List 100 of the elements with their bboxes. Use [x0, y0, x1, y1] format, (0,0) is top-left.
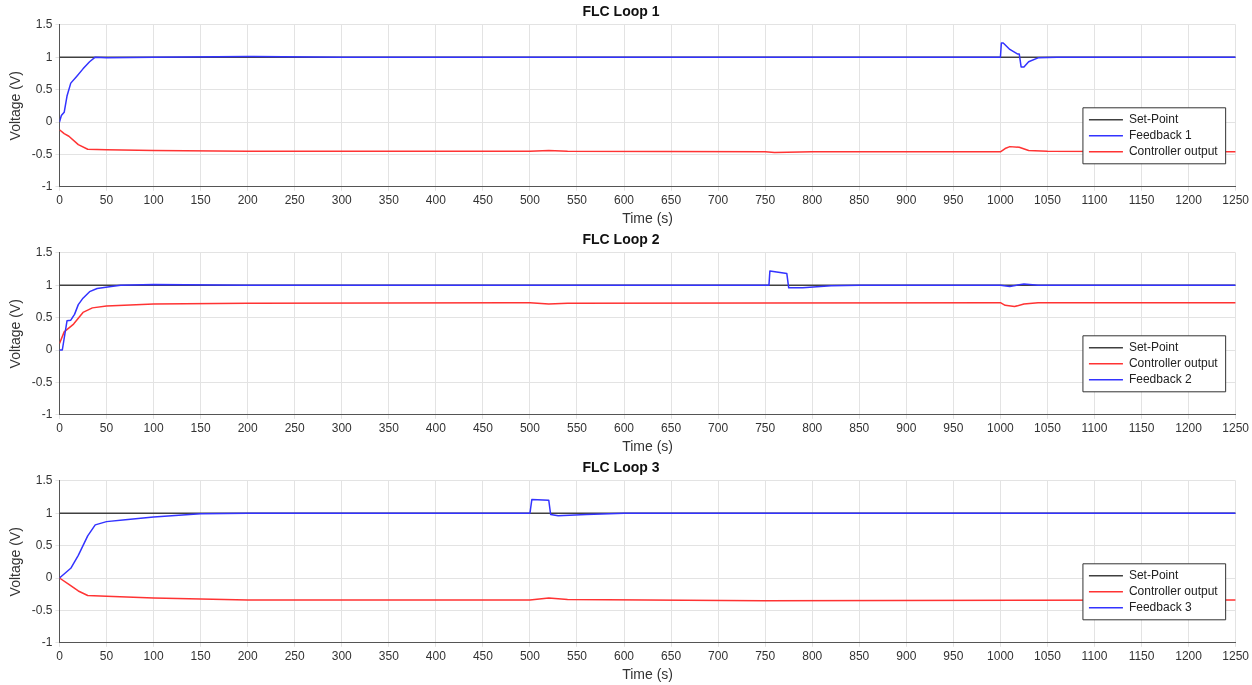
- x-tick-label: 350: [378, 421, 400, 436]
- x-tick-label: 200: [237, 649, 258, 664]
- y-tick-label: 0: [45, 570, 53, 585]
- x-tick-label: 1150: [1128, 649, 1155, 664]
- x-tick-label: 600: [614, 421, 635, 436]
- legend-label: Feedback 3: [1128, 600, 1192, 615]
- x-tick-label: 950: [943, 421, 964, 436]
- y-tick-label: 0: [45, 114, 53, 129]
- x-tick-label: 450: [472, 421, 494, 436]
- y-tick-label: -0.5: [31, 602, 53, 617]
- x-tick-label: 1000: [987, 193, 1015, 208]
- x-tick-label: 100: [143, 649, 164, 664]
- x-tick-label: 700: [708, 421, 729, 436]
- y-tick-label: 0.5: [35, 81, 53, 96]
- x-tick-label: 1050: [1034, 421, 1062, 436]
- y-tick-label: 0: [45, 342, 53, 357]
- x-tick-label: 1050: [1034, 649, 1062, 664]
- y-tick-label: -0.5: [31, 374, 53, 389]
- x-tick-label: 250: [284, 649, 306, 664]
- x-tick-label: 850: [849, 193, 870, 208]
- y-tick-label: 1: [45, 505, 53, 520]
- x-tick-label: 950: [943, 193, 964, 208]
- x-tick-label: 50: [99, 421, 114, 436]
- x-tick-label: 650: [661, 649, 682, 664]
- y-tick-label: 1.5: [35, 245, 53, 260]
- x-tick-label: 750: [755, 193, 776, 208]
- legend-label: Controller output: [1128, 356, 1219, 371]
- x-axis-title: Time (s): [622, 438, 673, 455]
- x-tick-label: 900: [896, 421, 917, 436]
- x-tick-label: 0: [56, 193, 64, 208]
- x-tick-label: 300: [331, 193, 353, 208]
- x-tick-label: 200: [237, 193, 258, 208]
- x-tick-label: 950: [943, 649, 964, 664]
- y-axis-title: Voltage (V): [7, 527, 24, 597]
- x-tick-label: 250: [284, 193, 306, 208]
- x-tick-label: 500: [519, 421, 541, 436]
- x-tick-label: 1100: [1081, 421, 1108, 436]
- x-tick-label: 700: [708, 649, 729, 664]
- y-tick-label: 1.5: [35, 17, 53, 32]
- x-tick-label: 450: [472, 649, 494, 664]
- chart-title: FLC Loop 3: [582, 459, 660, 476]
- x-tick-label: 400: [425, 193, 447, 208]
- x-tick-label: 600: [614, 649, 635, 664]
- y-tick-label: -0.5: [31, 146, 53, 161]
- legend-label: Set-Point: [1128, 112, 1179, 127]
- x-tick-label: 0: [56, 649, 64, 664]
- x-tick-label: 850: [849, 421, 870, 436]
- x-tick-label: 900: [896, 649, 917, 664]
- x-tick-label: 300: [331, 421, 353, 436]
- x-tick-label: 250: [284, 421, 306, 436]
- x-tick-label: 750: [755, 421, 776, 436]
- x-tick-label: 1250: [1222, 649, 1250, 664]
- x-tick-label: 1200: [1175, 421, 1203, 436]
- y-tick-label: 1: [45, 49, 53, 64]
- x-tick-label: 550: [566, 193, 588, 208]
- x-tick-label: 700: [708, 193, 729, 208]
- x-tick-label: 1050: [1034, 193, 1062, 208]
- x-tick-label: 1150: [1128, 421, 1155, 436]
- x-tick-label: 350: [378, 649, 400, 664]
- x-tick-label: 150: [190, 421, 211, 436]
- x-tick-label: 100: [143, 421, 164, 436]
- x-tick-label: 1100: [1081, 649, 1108, 664]
- x-tick-label: 1000: [987, 421, 1015, 436]
- x-tick-label: 0: [56, 421, 64, 436]
- x-tick-label: 400: [425, 421, 447, 436]
- y-axis-title: Voltage (V): [7, 71, 24, 141]
- x-tick-label: 100: [143, 193, 164, 208]
- x-tick-label: 1250: [1222, 421, 1250, 436]
- x-tick-label: 550: [566, 649, 588, 664]
- x-tick-label: 650: [661, 193, 682, 208]
- x-tick-label: 50: [99, 649, 114, 664]
- x-axis-title: Time (s): [622, 666, 673, 683]
- x-tick-label: 200: [237, 421, 258, 436]
- x-tick-label: 850: [849, 649, 870, 664]
- y-tick-label: -1: [41, 179, 53, 194]
- x-axis-title: Time (s): [622, 210, 673, 227]
- x-tick-label: 1000: [987, 649, 1015, 664]
- x-tick-label: 400: [425, 649, 447, 664]
- x-tick-label: 800: [802, 421, 823, 436]
- x-tick-label: 300: [331, 649, 353, 664]
- chart-title: FLC Loop 2: [582, 231, 660, 248]
- legend-label: Set-Point: [1128, 568, 1179, 583]
- legend-label: Controller output: [1128, 144, 1219, 159]
- x-tick-label: 500: [519, 193, 541, 208]
- legend-label: Controller output: [1128, 584, 1219, 599]
- x-tick-label: 1100: [1081, 193, 1108, 208]
- chart-title: FLC Loop 1: [582, 3, 660, 20]
- x-tick-label: 550: [566, 421, 588, 436]
- x-tick-label: 150: [190, 649, 211, 664]
- x-tick-label: 350: [378, 193, 400, 208]
- x-tick-label: 150: [190, 193, 211, 208]
- x-tick-label: 500: [519, 649, 541, 664]
- y-tick-label: 0.5: [35, 537, 53, 552]
- y-tick-label: 0.5: [35, 309, 53, 324]
- x-tick-label: 1200: [1175, 649, 1203, 664]
- x-tick-label: 1200: [1175, 193, 1203, 208]
- x-tick-label: 750: [755, 649, 776, 664]
- x-tick-label: 800: [802, 193, 823, 208]
- y-tick-label: -1: [41, 635, 53, 650]
- legend-label: Set-Point: [1128, 340, 1179, 355]
